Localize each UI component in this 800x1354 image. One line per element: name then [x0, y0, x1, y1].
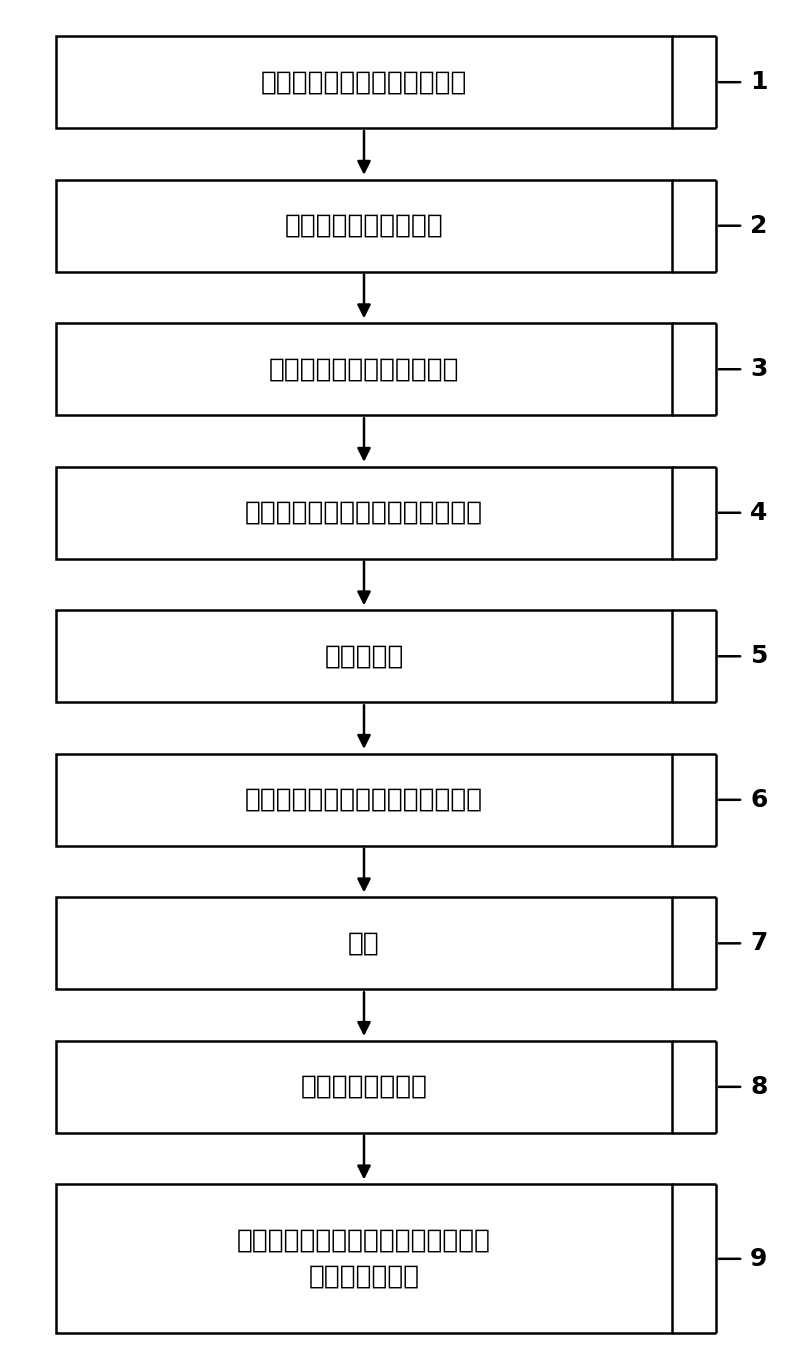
Text: 在电子抗蚀剂上生长导电层: 在电子抗蚀剂上生长导电层 — [269, 356, 459, 382]
Text: 7: 7 — [750, 932, 767, 956]
Text: 剥离，将电极图形从电子抗蚀剂上转
移到压电衬底上: 剥离，将电极图形从电子抗蚀剂上转 移到压电衬底上 — [237, 1228, 491, 1290]
Text: 在压电衬底上涂敷电子抗蚀剂: 在压电衬底上涂敷电子抗蚀剂 — [261, 69, 467, 95]
Text: 4: 4 — [750, 501, 767, 525]
Text: 显影，去除曝光区域的电子抗蚀剂: 显影，去除曝光区域的电子抗蚀剂 — [245, 787, 483, 812]
Text: 9: 9 — [750, 1247, 767, 1271]
Bar — [56, 611, 672, 703]
Text: 定影: 定影 — [348, 930, 380, 956]
Bar — [56, 467, 672, 559]
Text: 1: 1 — [750, 70, 767, 95]
Bar — [56, 324, 672, 416]
Bar — [56, 180, 672, 272]
Text: 6: 6 — [750, 788, 767, 812]
Text: 2: 2 — [750, 214, 767, 238]
Text: 对电子抗蚀剂进行电子束直写曝光: 对电子抗蚀剂进行电子束直写曝光 — [245, 500, 483, 525]
Text: 5: 5 — [750, 645, 767, 669]
Text: 对电子抗蚀剂进行前烘: 对电子抗蚀剂进行前烘 — [285, 213, 443, 238]
Bar — [56, 37, 672, 129]
Text: 3: 3 — [750, 357, 767, 382]
Text: 8: 8 — [750, 1075, 767, 1099]
Bar — [56, 898, 672, 990]
Bar — [56, 754, 672, 846]
Text: 生长叉指电极金属: 生长叉指电极金属 — [301, 1074, 427, 1099]
Bar — [56, 1041, 672, 1133]
Text: 去除导电层: 去除导电层 — [324, 643, 404, 669]
Bar — [56, 1185, 672, 1334]
